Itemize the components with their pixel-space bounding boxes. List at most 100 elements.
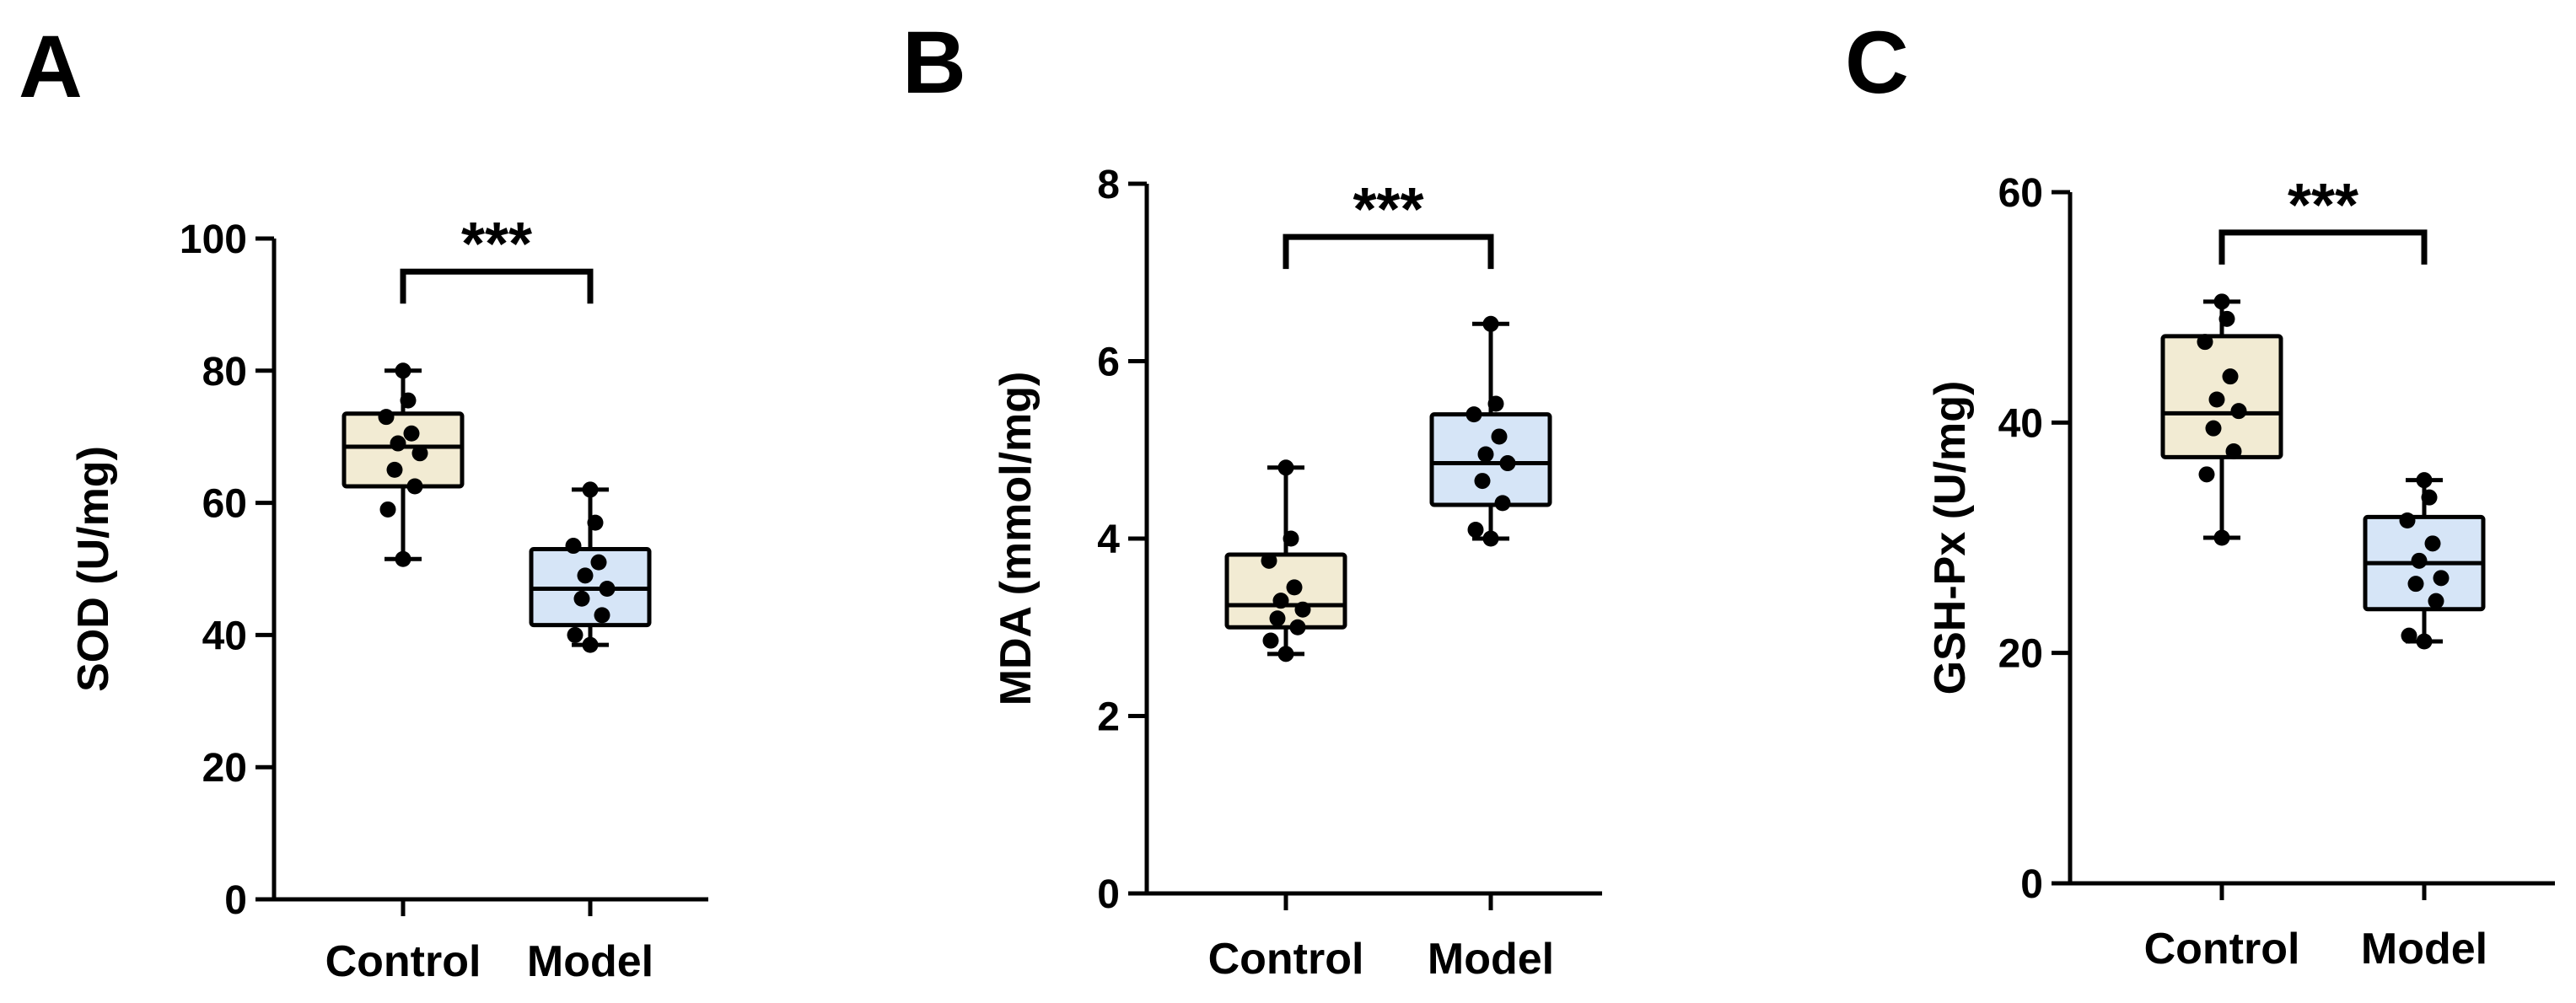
data-point	[395, 362, 411, 379]
significance-bracket	[1283, 233, 1494, 270]
data-point	[2433, 570, 2450, 587]
y-tick-label: 0	[224, 878, 247, 923]
data-point	[378, 409, 395, 426]
box-iqr	[341, 411, 465, 489]
data-point	[1286, 579, 1303, 596]
panel-letter: C	[1845, 13, 1909, 112]
data-point	[406, 478, 423, 495]
data-point	[573, 590, 590, 607]
y-axis-label: SOD (U/mg)	[69, 446, 118, 692]
data-point	[1499, 455, 1516, 472]
data-point	[2399, 512, 2416, 528]
data-point	[1261, 552, 1277, 569]
data-point	[403, 425, 420, 442]
y-axis-label: MDA (mmol/mg)	[992, 372, 1041, 706]
box-model	[529, 481, 652, 653]
x-tick-label: Model	[527, 937, 653, 986]
data-point	[1269, 610, 1286, 627]
data-point	[1482, 315, 1499, 332]
y-tick-label: 40	[1998, 401, 2043, 446]
significance-bracket	[400, 268, 594, 304]
box-model	[1429, 315, 1552, 547]
x-tick-label: Control	[325, 937, 481, 986]
y-tick-label: 4	[1097, 518, 1120, 562]
box-control	[2160, 293, 2283, 546]
data-point	[577, 567, 594, 584]
y-tick-label: 100	[180, 217, 247, 262]
data-point	[2225, 443, 2242, 459]
data-point	[2198, 466, 2215, 483]
data-point	[400, 392, 417, 409]
data-point	[1494, 495, 1511, 512]
data-point	[1491, 428, 1508, 445]
box-model	[2363, 472, 2486, 650]
significance-bracket	[2218, 229, 2428, 265]
y-tick-label: 80	[202, 350, 247, 394]
y-tick-label: 60	[202, 482, 247, 527]
data-point	[567, 626, 583, 643]
y-tick-label: 20	[1998, 632, 2043, 677]
x-tick-label: Control	[1208, 935, 1364, 984]
data-point	[1262, 632, 1279, 649]
x-tick-label: Control	[2144, 925, 2300, 974]
data-point	[1289, 619, 1306, 636]
y-tick-label: 20	[202, 746, 247, 791]
data-point	[2230, 403, 2247, 420]
data-point	[2213, 293, 2230, 310]
data-point	[386, 461, 403, 478]
data-point	[2428, 593, 2444, 609]
significance-label: ***	[461, 211, 532, 278]
data-point	[594, 607, 610, 624]
y-tick-label: 60	[1998, 171, 2043, 216]
box-control	[341, 362, 465, 567]
data-point	[565, 538, 582, 555]
data-point	[379, 501, 396, 518]
data-point	[599, 581, 616, 598]
data-point	[1477, 446, 1494, 463]
data-point	[2424, 535, 2441, 552]
data-point	[1465, 406, 1482, 423]
data-point	[2197, 334, 2213, 351]
data-point	[390, 435, 406, 452]
data-point	[1277, 459, 1294, 476]
data-point	[2421, 489, 2438, 506]
y-tick-label: 2	[1097, 695, 1120, 740]
y-tick-label: 0	[1097, 872, 1120, 917]
x-tick-label: Model	[2361, 925, 2487, 974]
y-tick-label: 6	[1097, 341, 1120, 385]
panel-a: A 0 20 40 60 80 100 Control Model SOD (U/mg) ***	[19, 18, 708, 986]
data-point	[1487, 395, 1504, 412]
panel-letter: B	[902, 13, 966, 112]
data-point	[1294, 601, 1311, 618]
data-point	[2407, 576, 2424, 593]
data-point	[1482, 530, 1499, 547]
panel-c: C 0 20 40 60 Control Model GSH-Px (U/mg) ***	[1845, 13, 2555, 974]
data-point	[1277, 646, 1294, 662]
significance-label: ***	[1353, 176, 1423, 244]
data-point	[1467, 521, 1484, 538]
y-tick-label: 0	[2020, 862, 2043, 907]
x-tick-label: Model	[1428, 935, 1554, 984]
data-point	[2208, 391, 2225, 408]
box-iqr	[1224, 552, 1347, 630]
data-point	[2213, 529, 2230, 546]
data-point	[587, 514, 604, 531]
y-axis-label: GSH-Px (U/mg)	[1926, 381, 1975, 695]
data-point	[411, 445, 428, 462]
data-point	[590, 554, 607, 571]
panel-b: B 0 2 4 6 8 Control Model MDA (mmol/mg) ***	[902, 13, 1602, 984]
data-point	[582, 481, 599, 498]
data-point	[2416, 633, 2433, 650]
data-point	[2218, 310, 2235, 327]
box-control	[1224, 459, 1347, 662]
data-point	[2411, 552, 2428, 569]
significance-label: ***	[2288, 172, 2358, 239]
panel-letter: A	[19, 18, 83, 116]
y-tick-label: 40	[202, 614, 247, 658]
data-point	[2205, 420, 2222, 437]
data-point	[2401, 627, 2417, 644]
data-point	[1272, 593, 1289, 609]
data-point	[2222, 368, 2239, 385]
data-point	[395, 550, 411, 567]
